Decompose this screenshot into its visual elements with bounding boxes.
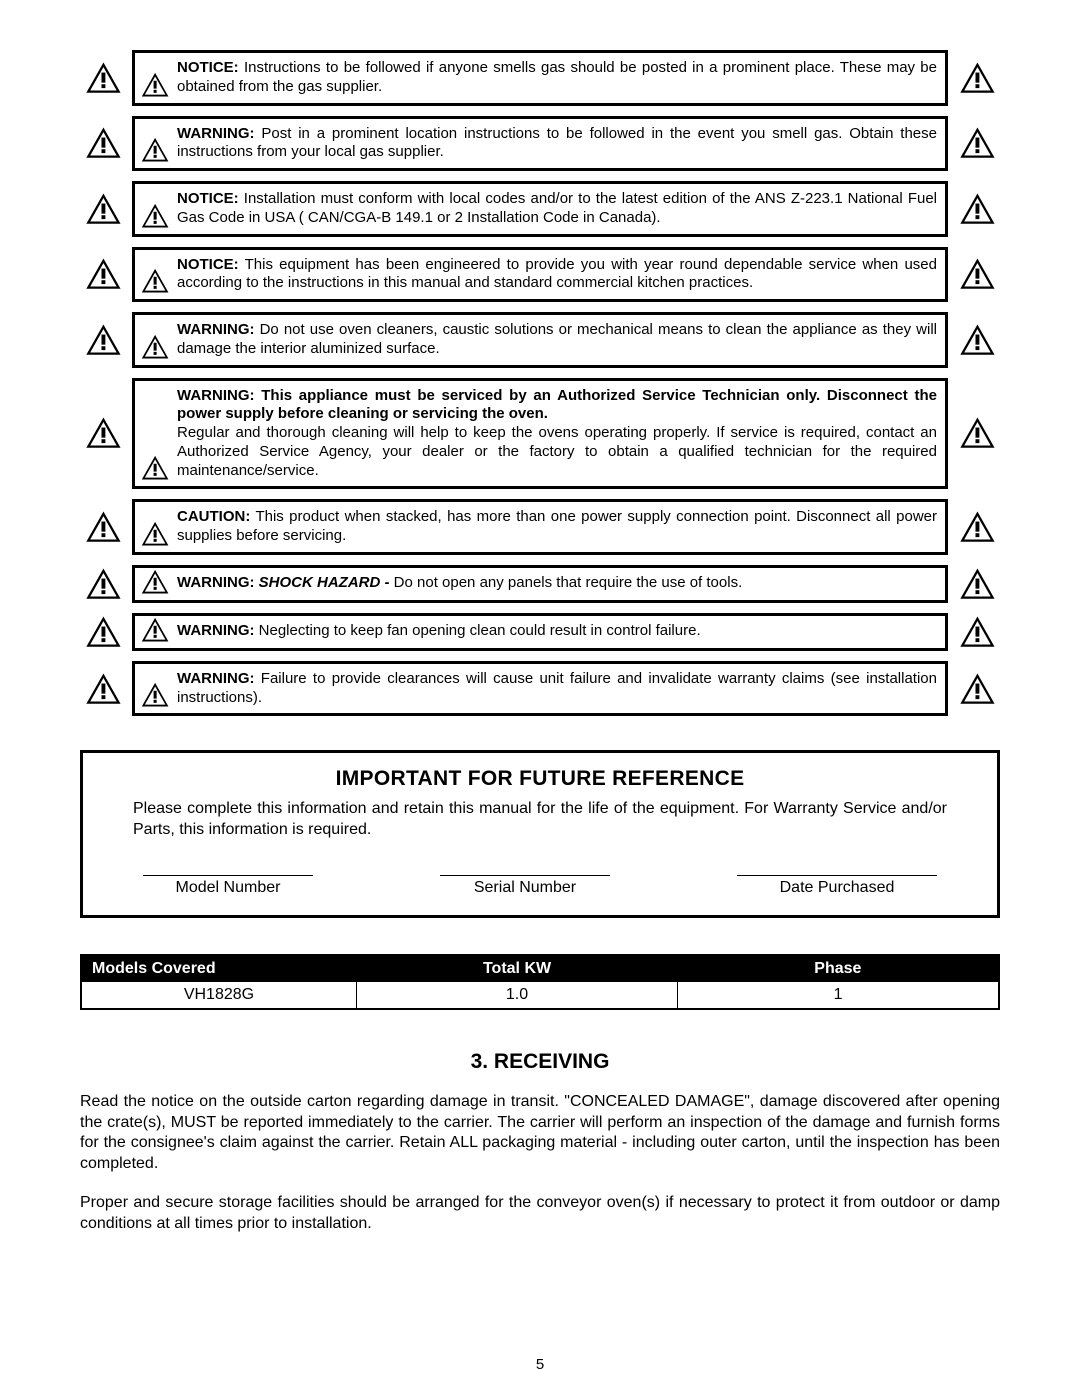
- warning-box: CAUTION: This product when stacked, has …: [132, 499, 948, 555]
- field-date-purchased: Date Purchased: [737, 875, 937, 897]
- future-reference-box: IMPORTANT FOR FUTURE REFERENCE Please co…: [80, 750, 1000, 918]
- warning-triangle-icon: [954, 247, 1000, 303]
- warning-triangle-icon: [135, 250, 175, 300]
- warning-triangle-icon: [135, 568, 175, 600]
- warning-text: NOTICE: Installation must conform with l…: [175, 184, 945, 234]
- warning-text: WARNING: Neglecting to keep fan opening …: [175, 616, 709, 648]
- warning-box: WARNING: SHOCK HAZARD - Do not open any …: [132, 565, 948, 603]
- cell-phase: 1: [678, 982, 999, 1009]
- warning-triangle-icon: [954, 499, 1000, 555]
- warning-row: WARNING: This appliance must be serviced…: [80, 378, 1000, 490]
- warning-text: CAUTION: This product when stacked, has …: [175, 502, 945, 552]
- page-number: 5: [0, 1356, 1080, 1373]
- warning-box: WARNING: Do not use oven cleaners, caust…: [132, 312, 948, 368]
- warning-row: NOTICE: This equipment has been engineer…: [80, 247, 1000, 303]
- warning-box: NOTICE: Installation must conform with l…: [132, 181, 948, 237]
- warning-triangle-icon: [135, 381, 175, 487]
- reference-desc: Please complete this information and ret…: [133, 799, 947, 841]
- warning-row: WARNING: Post in a prominent location in…: [80, 116, 1000, 172]
- warning-box: WARNING: Post in a prominent location in…: [132, 116, 948, 172]
- warning-triangle-icon: [954, 378, 1000, 490]
- reference-title: IMPORTANT FOR FUTURE REFERENCE: [133, 767, 947, 791]
- warning-triangle-icon: [135, 184, 175, 234]
- receiving-p2: Proper and secure storage facilities sho…: [80, 1193, 1000, 1235]
- warning-triangle-icon: [954, 565, 1000, 603]
- warning-text: NOTICE: This equipment has been engineer…: [175, 250, 945, 300]
- warning-triangle-icon: [80, 378, 126, 490]
- warning-row: WARNING: SHOCK HAZARD - Do not open any …: [80, 565, 1000, 603]
- warning-triangle-icon: [135, 53, 175, 103]
- warning-row: WARNING: Do not use oven cleaners, caust…: [80, 312, 1000, 368]
- warning-box: WARNING: Failure to provide clearances w…: [132, 661, 948, 717]
- warning-row: CAUTION: This product when stacked, has …: [80, 499, 1000, 555]
- warning-text: NOTICE: Instructions to be followed if a…: [175, 53, 945, 103]
- warning-triangle-icon: [954, 50, 1000, 106]
- warning-text: WARNING: This appliance must be serviced…: [175, 381, 945, 487]
- warning-row: NOTICE: Installation must conform with l…: [80, 181, 1000, 237]
- warning-triangle-icon: [954, 312, 1000, 368]
- warning-text: WARNING: Do not use oven cleaners, caust…: [175, 315, 945, 365]
- warning-row: NOTICE: Instructions to be followed if a…: [80, 50, 1000, 106]
- col-phase: Phase: [678, 955, 999, 982]
- warning-triangle-icon: [80, 661, 126, 717]
- cell-kw: 1.0: [356, 982, 677, 1009]
- warning-triangle-icon: [80, 247, 126, 303]
- receiving-p1: Read the notice on the outside carton re…: [80, 1092, 1000, 1175]
- warning-triangle-icon: [80, 181, 126, 237]
- warning-triangle-icon: [80, 50, 126, 106]
- warning-triangle-icon: [954, 116, 1000, 172]
- warning-triangle-icon: [80, 565, 126, 603]
- warning-triangle-icon: [80, 499, 126, 555]
- col-kw: Total KW: [356, 955, 677, 982]
- warning-text: WARNING: Post in a prominent location in…: [175, 119, 945, 169]
- warning-triangle-icon: [135, 315, 175, 365]
- receiving-heading: 3. RECEIVING: [80, 1050, 1000, 1074]
- warning-triangle-icon: [135, 119, 175, 169]
- warning-row: WARNING: Neglecting to keep fan opening …: [80, 613, 1000, 651]
- warning-box: NOTICE: This equipment has been engineer…: [132, 247, 948, 303]
- reference-fields: Model Number Serial Number Date Purchase…: [133, 875, 947, 897]
- models-table: Models Covered Total KW Phase VH1828G 1.…: [80, 954, 1000, 1010]
- field-serial-number: Serial Number: [440, 875, 610, 897]
- warning-triangle-icon: [954, 661, 1000, 717]
- cell-model: VH1828G: [81, 982, 356, 1009]
- col-models: Models Covered: [81, 955, 356, 982]
- warning-triangle-icon: [135, 502, 175, 552]
- warning-triangle-icon: [80, 116, 126, 172]
- warning-box: WARNING: This appliance must be serviced…: [132, 378, 948, 490]
- warning-box: NOTICE: Instructions to be followed if a…: [132, 50, 948, 106]
- warning-box: WARNING: Neglecting to keep fan opening …: [132, 613, 948, 651]
- table-row: VH1828G 1.0 1: [81, 982, 999, 1009]
- warning-triangle-icon: [954, 613, 1000, 651]
- field-model-number: Model Number: [143, 875, 313, 897]
- warning-triangle-icon: [80, 613, 126, 651]
- warning-text: WARNING: SHOCK HAZARD - Do not open any …: [175, 568, 750, 600]
- warning-triangle-icon: [954, 181, 1000, 237]
- warning-triangle-icon: [135, 664, 175, 714]
- warning-text: WARNING: Failure to provide clearances w…: [175, 664, 945, 714]
- warning-triangle-icon: [80, 312, 126, 368]
- table-header-row: Models Covered Total KW Phase: [81, 955, 999, 982]
- warning-triangle-icon: [135, 616, 175, 648]
- warning-row: WARNING: Failure to provide clearances w…: [80, 661, 1000, 717]
